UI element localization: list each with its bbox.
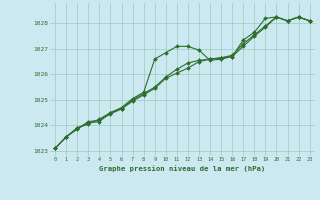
X-axis label: Graphe pression niveau de la mer (hPa): Graphe pression niveau de la mer (hPa) — [99, 165, 266, 172]
